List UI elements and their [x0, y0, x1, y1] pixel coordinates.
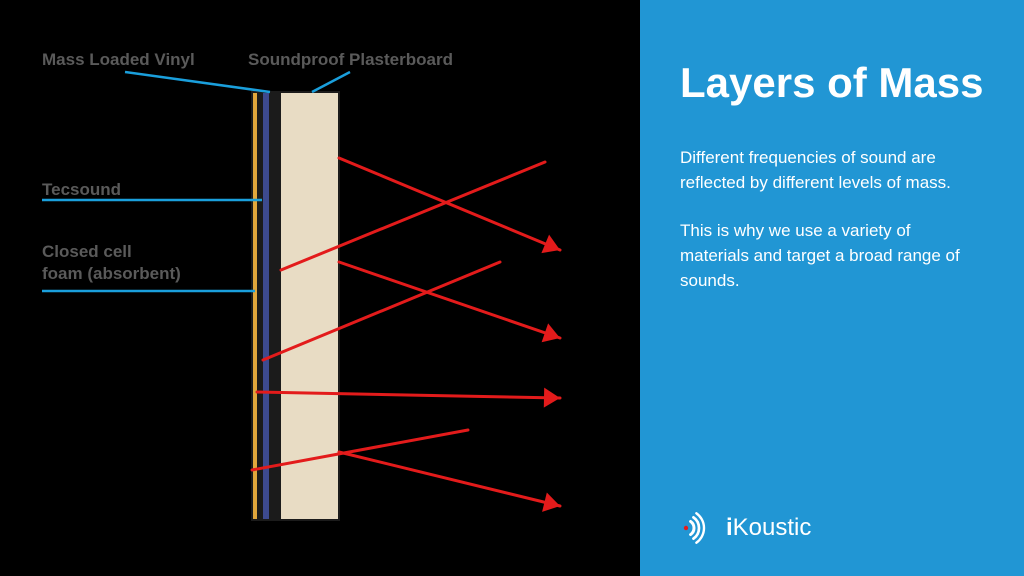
label-closed-cell-foam-l1: Closed cell	[42, 242, 132, 262]
sound-wave-icon	[680, 510, 716, 546]
label-mass-loaded-vinyl: Mass Loaded Vinyl	[42, 50, 195, 70]
page-title: Layers of Mass	[680, 60, 984, 106]
label-closed-cell-foam-l2: foam (absorbent)	[42, 264, 181, 284]
label-soundproof-plaster: Soundproof Plasterboard	[248, 50, 453, 70]
label-tecsound: Tecsound	[42, 180, 121, 200]
brand-name-rest: Koustic	[733, 514, 812, 541]
infographic-container: Mass Loaded Vinyl Soundproof Plasterboar…	[0, 0, 1024, 576]
diagram-panel: Mass Loaded Vinyl Soundproof Plasterboar…	[0, 0, 640, 576]
text-panel: Layers of Mass Different frequencies of …	[640, 0, 1024, 576]
brand-name-i: i	[726, 514, 733, 541]
paragraph-1: Different frequencies of sound are refle…	[680, 146, 984, 195]
diagram-svg	[0, 0, 640, 576]
brand-block: iKoustic	[680, 510, 984, 546]
paragraph-2: This is why we use a variety of material…	[680, 219, 984, 293]
brand-name: iKoustic	[726, 514, 811, 542]
